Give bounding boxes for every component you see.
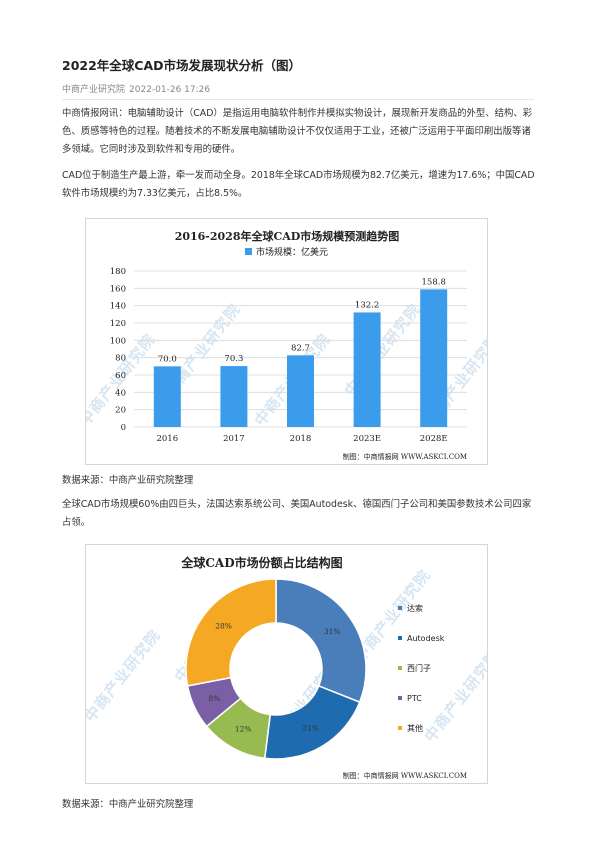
y-tick-label: 100 [110, 336, 126, 346]
bar-chart-figure: 中商产业研究院 中商产业研究院 中商产业研究院 中商产业研究院 中商产业研究院 … [85, 218, 488, 465]
divider [62, 99, 534, 100]
legend-label: 其他 [407, 723, 423, 733]
donut-legend: 达索 Autodesk 西门子 PTC 其他 [398, 603, 445, 733]
legend-swatch [398, 636, 402, 640]
data-source-note: 数据来源：中商产业研究院整理 [62, 475, 194, 486]
legend-swatch [398, 606, 402, 610]
legend-swatch [398, 696, 402, 700]
y-tick-label: 80 [115, 354, 126, 364]
y-tick-label: 0 [121, 423, 126, 433]
bar-value-label: 70.0 [158, 354, 177, 364]
slice-value-label: 12% [235, 725, 252, 734]
x-tick-label: 2018 [290, 434, 312, 444]
y-tick-label: 180 [110, 267, 126, 277]
x-tick-label: 2017 [223, 434, 245, 444]
y-tick-label: 140 [110, 302, 126, 312]
bar-value-label: 158.8 [422, 277, 446, 287]
bar-chart: 2016-2028年全球CAD市场规模预测趋势图 市场规模：亿美元 0 20 40 6… [110, 229, 467, 461]
bar [353, 312, 381, 427]
article-title: 2022年全球CAD市场发展现状分析（图） [62, 58, 302, 73]
slice-value-label: 28% [215, 622, 232, 631]
x-tick-label: 2028E [420, 434, 448, 444]
bar-y-axis: 0 20 40 60 80 100 120 140 160 180 [110, 267, 126, 433]
y-tick-label: 20 [115, 406, 126, 416]
bar-legend-swatch [245, 248, 252, 255]
slice-value-label: 31% [324, 627, 341, 636]
paragraph-market-share: 全球CAD市场规模60%由四巨头，法国达索系统公司、美国Autodesk、德国西… [62, 499, 532, 528]
article-source[interactable]: 中商产业研究院 [62, 85, 126, 95]
bar-value-label: 82.7 [291, 343, 310, 353]
y-tick-label: 160 [110, 284, 126, 294]
article-meta: 中商产业研究院 2022-01-26 17:26 [62, 82, 210, 95]
y-tick-label: 120 [110, 319, 126, 329]
donut-chart-title: 全球CAD市场份额占比结构图 [180, 555, 342, 570]
bar-x-axis: 2016 2017 2018 2023E 2028E [156, 434, 447, 444]
x-tick-label: 2016 [156, 434, 178, 444]
paragraph-market-size: CAD位于制造生产最上游，牵一发而动全身。2018年全球CAD市场规模为82.7… [62, 170, 535, 199]
donut-chart: 全球CAD市场份额占比结构图 31% 21% 12% 8% 28% 达索 Autodesk… [180, 555, 467, 780]
slice-value-label: 21% [302, 724, 319, 733]
bar-chart-title: 2016-2028年全球CAD市场规模预测趋势图 [175, 229, 400, 243]
bar-value-label: 132.2 [355, 300, 379, 310]
bar-legend-label: 市场规模：亿美元 [256, 246, 328, 258]
donut-chart-credit: 制图：中商情报网 WWW.ASKCI.COM [343, 771, 467, 780]
donut-slice [185, 578, 277, 687]
bar [287, 355, 314, 427]
bar [220, 366, 248, 427]
donut-slice [275, 578, 367, 704]
paragraph-intro: 中商情报网讯：电脑辅助设计（CAD）是指运用电脑软件制作并模拟实物设计，展现新开… [62, 108, 533, 155]
donut-slice [263, 684, 361, 760]
bar [153, 366, 181, 427]
legend-label: PTC [407, 694, 422, 703]
y-tick-label: 40 [115, 388, 126, 398]
legend-label: 达索 [407, 603, 423, 613]
x-tick-label: 2023E [353, 434, 381, 444]
slice-value-label: 8% [209, 694, 221, 703]
article-date: 2022-01-26 17:26 [129, 85, 211, 95]
y-tick-label: 60 [115, 371, 126, 381]
donut-series: 31% 21% 12% 8% 28% [185, 578, 367, 760]
legend-swatch [398, 726, 402, 730]
bar-chart-credit: 制图：中商情报网 WWW.ASKCI.COM [343, 452, 467, 461]
legend-label: 西门子 [407, 663, 431, 673]
donut-chart-figure: 中商产业研究院 中商产业研究院 中商产业研究院 中商产业研究院 中商产业研究院 … [85, 544, 488, 784]
legend-swatch [398, 666, 402, 670]
legend-label: Autodesk [407, 634, 445, 643]
bar-series: 70.0 70.3 82.7 132.2 158.8 [153, 277, 448, 427]
bar [420, 289, 448, 427]
bar-value-label: 70.3 [224, 354, 243, 364]
data-source-note: 数据来源：中商产业研究院整理 [62, 799, 194, 810]
